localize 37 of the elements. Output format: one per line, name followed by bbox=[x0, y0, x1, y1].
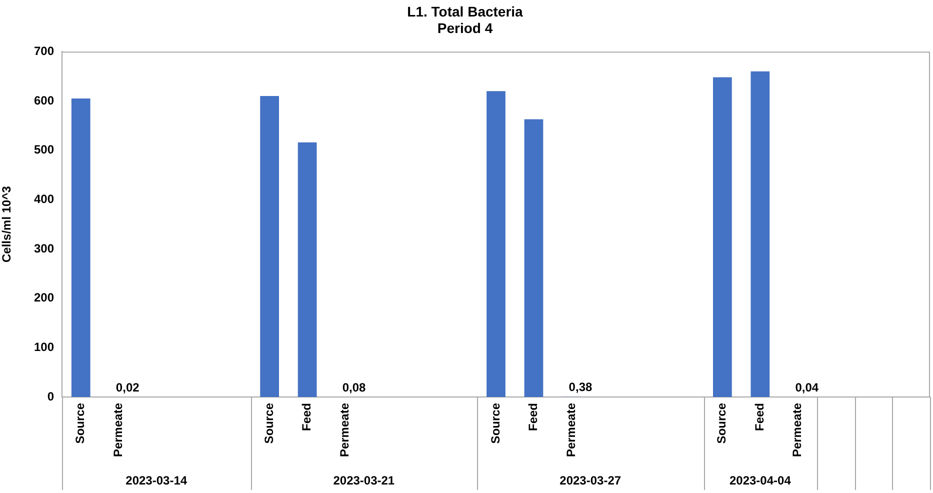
y-tick-label: 700 bbox=[34, 44, 54, 58]
chart-title: L1. Total Bacteria bbox=[407, 3, 524, 20]
y-axis-title: Cells/ml 10^3 bbox=[0, 186, 14, 262]
data-label: 0,38 bbox=[568, 380, 592, 394]
data-label: 0,04 bbox=[795, 380, 819, 394]
data-label: 0,02 bbox=[116, 380, 140, 394]
x-tick-label: Permeate bbox=[790, 402, 804, 458]
x-tick-label: Permeate bbox=[337, 402, 352, 458]
y-tick-label: 0 bbox=[47, 389, 54, 404]
bar bbox=[71, 98, 90, 397]
bar bbox=[750, 71, 770, 397]
text: 2023-04-04 bbox=[729, 473, 792, 488]
x-tick-label: Source bbox=[73, 402, 88, 444]
y-tick-label: 200 bbox=[34, 290, 54, 305]
y-tick-label: 500 bbox=[34, 142, 54, 157]
bar bbox=[486, 91, 506, 397]
y-tick-label: 300 bbox=[34, 241, 54, 256]
bar bbox=[713, 77, 732, 397]
x-tick-label: Feed bbox=[752, 403, 766, 432]
y-tick-label: 600 bbox=[34, 93, 54, 108]
bar bbox=[260, 96, 279, 397]
x-tick-label: Permeate bbox=[564, 402, 578, 458]
bar bbox=[524, 119, 544, 397]
text: 2023-03-27 bbox=[560, 473, 622, 488]
x-tick-label: Permeate bbox=[110, 402, 125, 458]
x-tick-label: Feed bbox=[300, 403, 314, 432]
x-tick-label: Source bbox=[488, 402, 502, 444]
y-tick-label: 400 bbox=[34, 192, 54, 206]
text: 2023-03-14 bbox=[126, 473, 188, 488]
y-tick-label: 100 bbox=[34, 340, 54, 354]
text: 2023-03-21 bbox=[333, 473, 395, 488]
x-tick-label: Source bbox=[262, 402, 276, 444]
chart-subtitle: Period 4 bbox=[437, 20, 493, 36]
bar bbox=[298, 142, 317, 397]
data-label: 0,08 bbox=[342, 380, 366, 394]
x-tick-label: Feed bbox=[526, 403, 540, 432]
x-tick-label: Source bbox=[714, 402, 729, 444]
